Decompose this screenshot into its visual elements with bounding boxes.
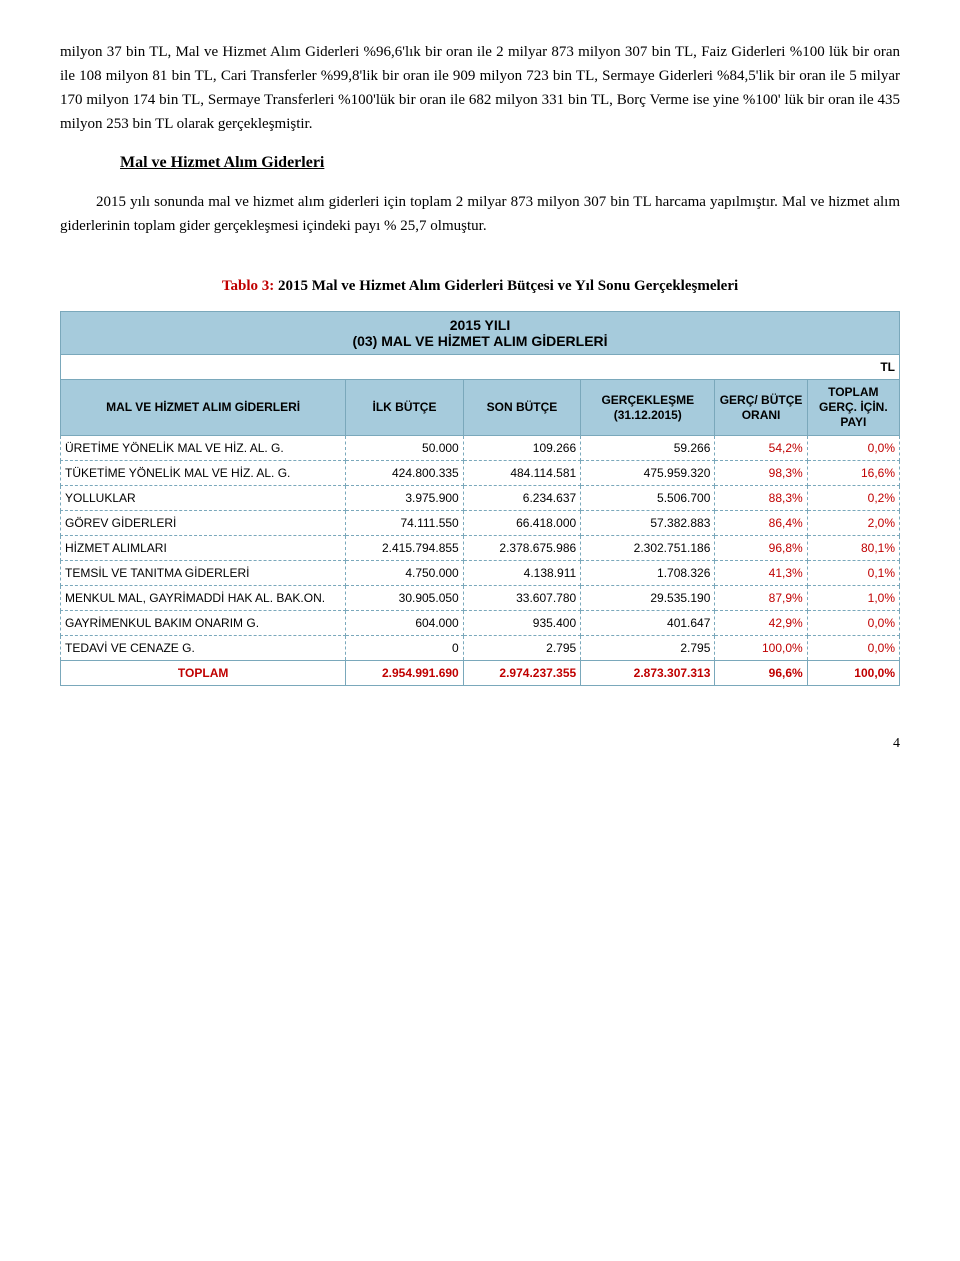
row-gerc: 5.506.700 [581,486,715,511]
row-label: HİZMET ALIMLARI [61,536,346,561]
row-label: YOLLUKLAR [61,486,346,511]
row-gerc: 57.382.883 [581,511,715,536]
paragraph-2: 2015 yılı sonunda mal ve hizmet alım gid… [60,190,900,238]
row-son: 6.234.637 [463,486,580,511]
row-oran: 98,3% [715,461,807,486]
row-oran: 96,8% [715,536,807,561]
col-header-oran: GERÇ/ BÜTÇE ORANI [715,380,807,436]
row-oran: 42,9% [715,611,807,636]
row-label: GAYRİMENKUL BAKIM ONARIM G. [61,611,346,636]
row-label: GÖREV GİDERLERİ [61,511,346,536]
row-ilk: 30.905.050 [346,586,463,611]
row-oran: 41,3% [715,561,807,586]
total-son: 2.974.237.355 [463,661,580,686]
row-son: 2.795 [463,636,580,661]
row-son: 2.378.675.986 [463,536,580,561]
row-gerc: 475.959.320 [581,461,715,486]
row-label: MENKUL MAL, GAYRİMADDİ HAK AL. BAK.ON. [61,586,346,611]
row-label: TEDAVİ VE CENAZE G. [61,636,346,661]
row-ilk: 604.000 [346,611,463,636]
paragraph-1: milyon 37 bin TL, Mal ve Hizmet Alım Gid… [60,40,900,136]
row-label: ÜRETİME YÖNELİK MAL VE HİZ. AL. G. [61,436,346,461]
table-row: TÜKETİME YÖNELİK MAL VE HİZ. AL. G.424.8… [61,461,900,486]
row-ilk: 0 [346,636,463,661]
row-ilk: 50.000 [346,436,463,461]
row-son: 4.138.911 [463,561,580,586]
col-header-pay: TOPLAM GERÇ. İÇİN. PAYI [807,380,899,436]
page-number: 4 [60,736,900,752]
table-row: TEMSİL VE TANITMA GİDERLERİ4.750.0004.13… [61,561,900,586]
table-row: ÜRETİME YÖNELİK MAL VE HİZ. AL. G.50.000… [61,436,900,461]
row-pay: 16,6% [807,461,899,486]
col-header-ilk: İLK BÜTÇE [346,380,463,436]
row-pay: 0,0% [807,611,899,636]
row-gerc: 2.795 [581,636,715,661]
row-gerc: 2.302.751.186 [581,536,715,561]
table-title: 2015 YILI (03) MAL VE HİZMET ALIM GİDERL… [61,312,900,355]
row-son: 33.607.780 [463,586,580,611]
table-caption-text: 2015 Mal ve Hizmet Alım Giderleri Bütçes… [274,278,738,294]
row-son: 66.418.000 [463,511,580,536]
row-label: TEMSİL VE TANITMA GİDERLERİ [61,561,346,586]
subheading-mal-hizmet: Mal ve Hizmet Alım Giderleri [120,154,900,172]
row-pay: 1,0% [807,586,899,611]
row-son: 484.114.581 [463,461,580,486]
table-caption: Tablo 3: 2015 Mal ve Hizmet Alım Giderle… [60,278,900,295]
row-gerc: 1.708.326 [581,561,715,586]
row-gerc: 401.647 [581,611,715,636]
row-oran: 86,4% [715,511,807,536]
table-row: MENKUL MAL, GAYRİMADDİ HAK AL. BAK.ON.30… [61,586,900,611]
row-pay: 0,0% [807,636,899,661]
row-ilk: 2.415.794.855 [346,536,463,561]
row-pay: 0,2% [807,486,899,511]
budget-table: 2015 YILI (03) MAL VE HİZMET ALIM GİDERL… [60,311,900,686]
table-row: HİZMET ALIMLARI2.415.794.8552.378.675.98… [61,536,900,561]
table-row: GAYRİMENKUL BAKIM ONARIM G.604.000935.40… [61,611,900,636]
row-oran: 54,2% [715,436,807,461]
row-label: TÜKETİME YÖNELİK MAL VE HİZ. AL. G. [61,461,346,486]
row-pay: 0,1% [807,561,899,586]
row-oran: 100,0% [715,636,807,661]
col-header-gerc: GERÇEKLEŞME (31.12.2015) [581,380,715,436]
table-title-line2: (03) MAL VE HİZMET ALIM GİDERLERİ [352,333,607,349]
table-row: GÖREV GİDERLERİ74.111.55066.418.00057.38… [61,511,900,536]
row-oran: 87,9% [715,586,807,611]
table-row: TEDAVİ VE CENAZE G.02.7952.795100,0%0,0% [61,636,900,661]
row-son: 935.400 [463,611,580,636]
col-header-label: MAL VE HİZMET ALIM GİDERLERİ [61,380,346,436]
total-ilk: 2.954.991.690 [346,661,463,686]
row-pay: 2,0% [807,511,899,536]
row-ilk: 424.800.335 [346,461,463,486]
row-gerc: 29.535.190 [581,586,715,611]
col-header-son: SON BÜTÇE [463,380,580,436]
row-ilk: 74.111.550 [346,511,463,536]
total-pay: 100,0% [807,661,899,686]
total-label: TOPLAM [61,661,346,686]
row-oran: 88,3% [715,486,807,511]
table-row: YOLLUKLAR3.975.9006.234.6375.506.70088,3… [61,486,900,511]
row-pay: 0,0% [807,436,899,461]
row-gerc: 59.266 [581,436,715,461]
row-ilk: 3.975.900 [346,486,463,511]
row-son: 109.266 [463,436,580,461]
table-tl-label: TL [61,355,900,380]
table-caption-label: Tablo 3: [222,278,274,294]
total-gerc: 2.873.307.313 [581,661,715,686]
row-pay: 80,1% [807,536,899,561]
table-title-line1: 2015 YILI [450,317,510,333]
row-ilk: 4.750.000 [346,561,463,586]
total-oran: 96,6% [715,661,807,686]
